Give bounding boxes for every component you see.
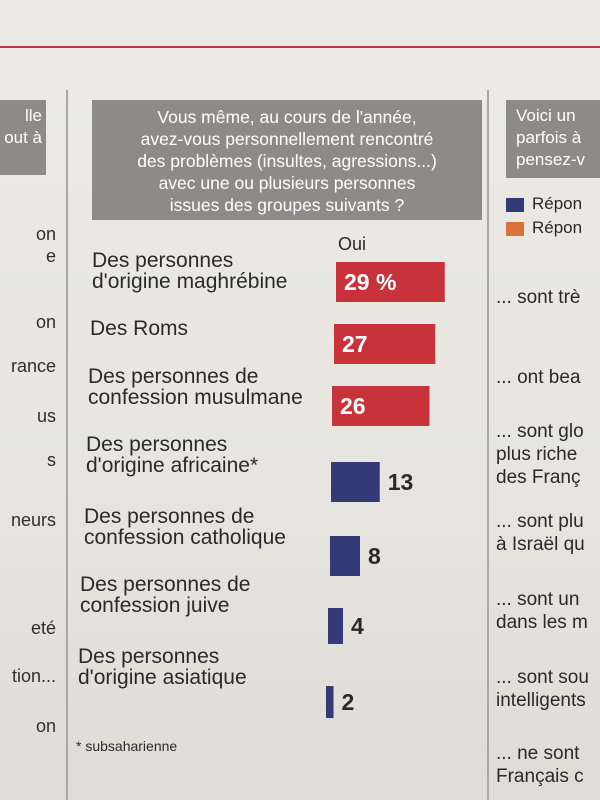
- left-column-header: lle out à: [0, 100, 46, 175]
- bar-3: [332, 386, 430, 426]
- question-line: issues des groupes suivants ?: [169, 195, 405, 215]
- right-column-header: Voici un parfois à pensez-v: [506, 100, 600, 178]
- left-fragment: neurs: [10, 510, 56, 530]
- right-fragment: ... sont sou intelligents: [496, 667, 589, 711]
- right-fragment: ... sont un dans les m: [496, 589, 588, 633]
- left-fragment: eté: [30, 618, 56, 638]
- legend-label: Répon: [532, 194, 583, 213]
- category-label: Des personnes de confession juive: [80, 573, 251, 617]
- bar-4: [331, 462, 380, 502]
- legend-label: Répon: [532, 218, 583, 237]
- left-header-line: lle: [24, 106, 42, 125]
- question-line: avez-vous personnellement rencontré: [140, 129, 434, 149]
- category-label: Des personnes de confession musulmane: [88, 365, 303, 409]
- bar-value-label: 13: [388, 469, 414, 495]
- right-fragment: ... ont bea: [496, 367, 581, 388]
- top-red-rule: [0, 46, 600, 48]
- category-label: Des personnes de confession catholique: [84, 505, 286, 549]
- bar-value-label: 26: [340, 393, 366, 419]
- bar-value-label: 29 %: [344, 269, 396, 295]
- right-fragment: ... sont glo plus riche des Franç: [496, 421, 584, 488]
- question-line: avec une ou plusieurs personnes: [158, 173, 416, 193]
- category-label: Des personnes d'origine asiatique: [78, 645, 247, 689]
- bar-value-label: 4: [351, 613, 364, 639]
- right-fragment: ... ne sont Français c: [496, 743, 584, 787]
- question-line: Vous même, au cours de l'année,: [157, 107, 417, 127]
- bar-7: [326, 686, 334, 718]
- oui-column-label: Oui: [338, 234, 367, 254]
- left-fragment: rance: [10, 356, 56, 376]
- left-header-line: out à: [4, 128, 42, 147]
- left-fragment: on: [35, 224, 56, 244]
- right-column-fragment: Voici un parfois à pensez-v Répon Répon …: [496, 90, 600, 800]
- bar-value-label: 27: [342, 331, 368, 357]
- left-column-fragment: lle out à on e on rance us s neurs eté t…: [0, 90, 60, 800]
- column-divider-right: [487, 90, 489, 800]
- category-label: Des Roms: [90, 317, 189, 340]
- column-divider-left: [66, 90, 68, 800]
- bar-2: [334, 324, 436, 364]
- left-fragment: s: [47, 450, 56, 470]
- bar-1: [336, 262, 445, 302]
- left-fragment: on: [35, 312, 56, 332]
- bar-value-label: 8: [368, 543, 381, 569]
- right-header-line: parfois à: [516, 128, 582, 147]
- right-fragment: ... sont plu à Israël qu: [496, 511, 585, 555]
- legend-swatch: [506, 222, 524, 236]
- right-header-line: pensez-v: [516, 150, 585, 169]
- right-header-line: Voici un: [516, 106, 576, 125]
- bar-5: [330, 536, 360, 576]
- legend-swatch: [506, 198, 524, 212]
- question-box: Vous même, au cours de l'année, avez-vou…: [92, 100, 482, 220]
- left-fragment: e: [45, 246, 56, 266]
- bar-value-label: 2: [342, 689, 355, 715]
- category-label: Des personnes d'origine africaine*: [86, 433, 259, 477]
- footnote: * subsaharienne: [76, 738, 178, 754]
- left-fragment: tion...: [11, 666, 56, 686]
- right-fragment: ... sont trè: [496, 287, 581, 308]
- question-line: des problèmes (insultes, agressions...): [137, 151, 437, 171]
- left-fragment: on: [35, 716, 56, 736]
- category-label: Des personnes d'origine maghrébine: [92, 249, 288, 293]
- bar-6: [328, 608, 343, 644]
- left-fragment: us: [36, 406, 56, 426]
